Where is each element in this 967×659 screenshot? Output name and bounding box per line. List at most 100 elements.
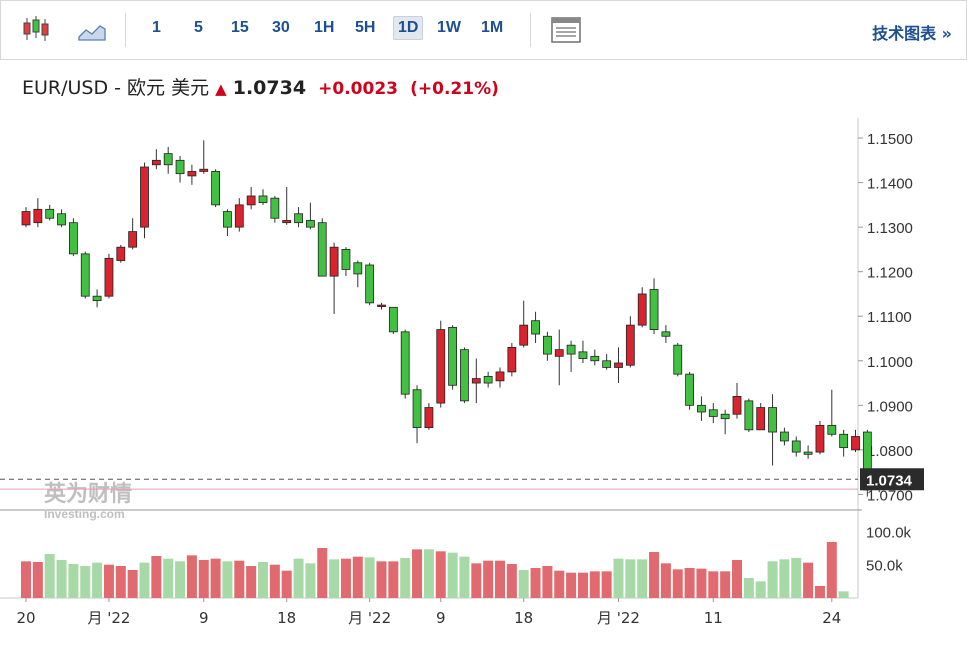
timeframe-30[interactable]: 30 <box>272 19 290 36</box>
volume-bar <box>589 571 600 598</box>
watermark-logo: 英为财情 <box>44 481 132 507</box>
volume-bar <box>755 581 766 598</box>
candle-body <box>128 231 138 248</box>
area-chart-icon[interactable] <box>78 21 106 45</box>
price-tick-label: 1.0700 <box>867 487 913 504</box>
volume-bar <box>412 549 423 598</box>
timeframe-1d[interactable]: 1D <box>393 16 424 40</box>
timeframe-1h[interactable]: 1H <box>314 19 335 36</box>
candle-body <box>365 264 375 304</box>
candle-body <box>151 159 161 166</box>
timeframe-1m[interactable]: 1M <box>481 19 504 36</box>
candlestick-chart-icon[interactable] <box>21 15 51 47</box>
price-chart[interactable]: 1.1500 1.1400 1.1300 1.1200 1.1100 1.1000 1.09… <box>0 118 967 659</box>
last-price-label: 1.0734 <box>866 472 913 489</box>
volume-bar <box>625 559 636 598</box>
candle-body <box>33 208 43 224</box>
time-tick-label: 月 '22 <box>348 609 391 627</box>
volume-bar <box>92 562 103 598</box>
volume-bar <box>779 559 790 598</box>
volume-bar <box>637 559 648 598</box>
volume-bar <box>423 549 434 598</box>
volume-bar <box>566 572 577 598</box>
volume-bar <box>649 552 660 598</box>
volume-bar <box>613 558 624 598</box>
volume-bar <box>210 558 221 598</box>
volume-bar <box>400 558 411 598</box>
candle-body <box>708 409 718 417</box>
timeframe-1[interactable]: 1 <box>152 19 161 36</box>
volume-bar <box>352 556 363 598</box>
time-tick-label: 18 <box>277 609 296 627</box>
volume-bar <box>68 564 79 598</box>
volume-bar <box>518 570 529 598</box>
volume-bar <box>803 562 814 598</box>
price-tick-label: 1.0800 <box>867 443 913 460</box>
candle-body <box>803 451 813 455</box>
layout-icon[interactable] <box>551 17 581 47</box>
time-tick-label: 11 <box>704 609 723 627</box>
volume-bar <box>743 578 754 598</box>
candle-body <box>424 407 434 428</box>
price-change: +0.0023 <box>318 79 399 99</box>
volume-bar <box>767 561 778 598</box>
volume-bar <box>471 563 482 598</box>
candle-body <box>199 168 209 172</box>
timeframe-5h[interactable]: 5H <box>355 19 376 36</box>
time-tick-label: 月 '22 <box>597 609 640 627</box>
volume-bar <box>21 561 31 598</box>
candle-body <box>341 249 351 270</box>
volume-bar <box>447 552 458 598</box>
candle-body <box>45 208 55 219</box>
candle-body <box>602 360 612 368</box>
volume-bar <box>483 560 494 598</box>
timeframe-15[interactable]: 15 <box>231 19 249 36</box>
volume-bar <box>495 560 505 598</box>
volume-bar <box>696 568 707 598</box>
price-tick-label: 1.1000 <box>867 354 913 371</box>
price-tick-label: 1.0900 <box>867 398 913 415</box>
volume-bar <box>388 561 399 598</box>
price-tick-label: 1.1300 <box>867 220 913 237</box>
candle-body <box>566 344 576 355</box>
technical-chart-link[interactable]: 技术图表 » <box>872 24 952 43</box>
candle-body <box>756 407 766 431</box>
candle-body <box>270 197 280 219</box>
candle-body <box>768 407 777 433</box>
volume-bar <box>258 562 268 598</box>
volume-bar <box>814 586 825 598</box>
volume-bar <box>791 558 802 598</box>
candle-body <box>80 253 90 297</box>
volume-bar <box>269 564 280 598</box>
candle-body <box>329 246 339 277</box>
volume-bar <box>601 571 612 598</box>
volume-bar <box>530 568 541 598</box>
candle-body <box>815 424 825 453</box>
volume-bar <box>281 570 292 598</box>
candle-body <box>780 431 789 442</box>
candle-body <box>590 355 600 362</box>
candle-body <box>791 440 801 453</box>
candle-body <box>436 329 446 404</box>
toolbar-separator <box>125 13 126 47</box>
candle-body <box>57 213 66 226</box>
time-tick-label: 20 <box>16 609 35 627</box>
quote-header: EUR/USD - 欧元 美元 ▲ 1.0734 +0.0023 (+0.21%… <box>22 73 499 100</box>
candle-body <box>744 400 754 431</box>
volume-bar <box>329 559 340 598</box>
candle-body <box>543 335 552 355</box>
candle-body <box>578 351 588 359</box>
volume-bar <box>80 566 91 598</box>
candle-body <box>495 371 505 382</box>
watermark-logo-sub: Investing.com <box>44 507 125 521</box>
price-tick-label: 1.1400 <box>867 176 913 193</box>
timeframe-1w[interactable]: 1W <box>437 19 461 36</box>
time-tick-label: 月 '22 <box>87 609 130 627</box>
candle-body <box>625 324 635 366</box>
chart-toolbar: 1 5 15 30 1H 5H 1D 1W 1M 技术图表 » <box>0 0 967 60</box>
timeframe-5[interactable]: 5 <box>194 19 203 36</box>
volume-bar <box>708 571 719 598</box>
candle-body <box>448 326 458 386</box>
candle-body <box>483 375 493 384</box>
volume-bar <box>234 560 245 598</box>
